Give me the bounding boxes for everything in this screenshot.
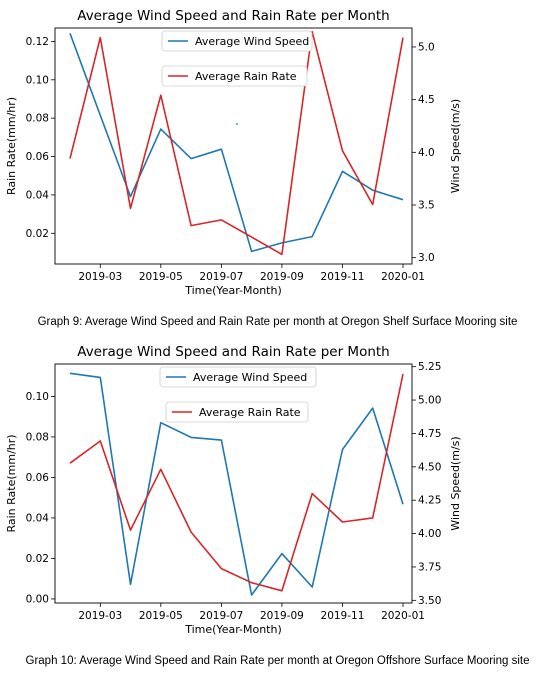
chart2-title: Average Wind Speed and Rain Rate per Mon… (77, 344, 389, 360)
chart1-y-left-tick-label: 0.08 (26, 113, 49, 125)
chart2-legend-label-wind-speed: Average Wind Speed (193, 371, 307, 384)
chart2-y-right-tick-label: 3.50 (418, 595, 441, 607)
chart1-x-axis-label: Time(Year-Month) (184, 284, 282, 297)
chart2-x-axis-label: Time(Year-Month) (184, 623, 282, 636)
chart1-y-right-tick-label: 4.5 (418, 94, 435, 106)
chart2-plot-frame (54, 363, 413, 604)
chart1-x-tick-label: 2019-09 (260, 271, 304, 283)
chart1-y-left-tick-label: 0.12 (26, 36, 49, 48)
chart1-x-tick-label: 2019-07 (199, 271, 243, 283)
chart1-title: Average Wind Speed and Rain Rate per Mon… (77, 8, 389, 24)
chart1-x-tick-label: 2019-05 (139, 271, 183, 283)
graph10-caption: Graph 10: Average Wind Speed and Rain Ra… (25, 655, 530, 667)
chart2-rain-rate-line (69, 373, 404, 592)
chart1-y-left-tick-label: 0.06 (26, 151, 50, 163)
chart1-y-left-axis-label: Rain Rate(mm/hr) (5, 97, 18, 195)
graph9-caption: Graph 9: Average Wind Speed and Rain Rat… (37, 316, 518, 328)
chart1-y-right-tick-label: 5.0 (418, 41, 435, 53)
chart1-x-tick-label: 2019-11 (321, 271, 365, 283)
chart1-y-right-tick-label: 4.0 (418, 147, 435, 159)
chart2-x-tick-label: 2019-03 (78, 610, 122, 622)
chart1-y-left-tick-label: 0.10 (26, 74, 49, 86)
chart2-y-right-tick-label: 5.00 (418, 395, 441, 407)
chart1-y-right-tick-label: 3.5 (418, 200, 435, 212)
chart2-y-right-tick-label: 4.50 (418, 461, 441, 473)
chart1-legend-label-wind-speed: Average Wind Speed (195, 35, 309, 48)
chart2-y-left-tick-label: 0.02 (26, 553, 49, 565)
chart2-y-right-tick-label: 4.75 (418, 428, 441, 440)
chart2-y-left-tick-label: 0.10 (26, 391, 49, 403)
chart2-x-tick-label: 2019-05 (139, 610, 183, 622)
chart2-y-left-tick-label: 0.00 (26, 593, 49, 605)
chart2-y-right-tick-label: 5.25 (418, 361, 441, 373)
chart1-y-right-tick-label: 3.0 (418, 252, 435, 264)
chart1-stray-dot (236, 123, 238, 125)
chart1-y-right-axis-label: Wind Speed(m/s) (449, 99, 462, 193)
chart2-y-right-axis-label: Wind Speed(m/s) (449, 436, 462, 530)
chart1-x-tick-label: 2020-01 (381, 271, 425, 283)
chart1-plot-frame (54, 27, 413, 265)
chart2-legend-box-rain-rate (165, 401, 309, 423)
chart1-rain-rate-line (69, 30, 404, 256)
chart1-y-left-tick-label: 0.02 (26, 228, 49, 240)
chart2-x-tick-label: 2019-09 (260, 610, 304, 622)
chart2-x-tick-label: 2020-01 (381, 610, 425, 622)
chart2-x-tick-label: 2019-11 (321, 610, 365, 622)
chart1-y-left-tick-label: 0.04 (26, 189, 50, 201)
chart2-y-right-tick-label: 4.00 (418, 528, 441, 540)
chart1-legend-box-wind-speed (161, 30, 313, 52)
chart2-y-left-tick-label: 0.04 (26, 512, 50, 524)
chart2-y-left-tick-label: 0.08 (26, 431, 49, 443)
chart2-y-right-tick-label: 4.25 (418, 495, 441, 507)
chart2-x-tick-label: 2019-07 (199, 610, 243, 622)
chart2-legend-box-wind-speed (159, 366, 317, 388)
chart1-legend-box-rain-rate (161, 65, 308, 87)
chart1-legend-label-rain-rate: Average Rain Rate (195, 70, 297, 83)
chart2-legend-label-rain-rate: Average Rain Rate (199, 406, 301, 419)
chart2-y-right-tick-label: 3.75 (418, 561, 441, 573)
chart2-y-left-tick-label: 0.06 (26, 472, 50, 484)
chart1-x-tick-label: 2019-03 (78, 271, 122, 283)
chart2-wind-speed-line (69, 372, 404, 596)
chart2-y-left-axis-label: Rain Rate(mm/hr) (5, 434, 18, 532)
